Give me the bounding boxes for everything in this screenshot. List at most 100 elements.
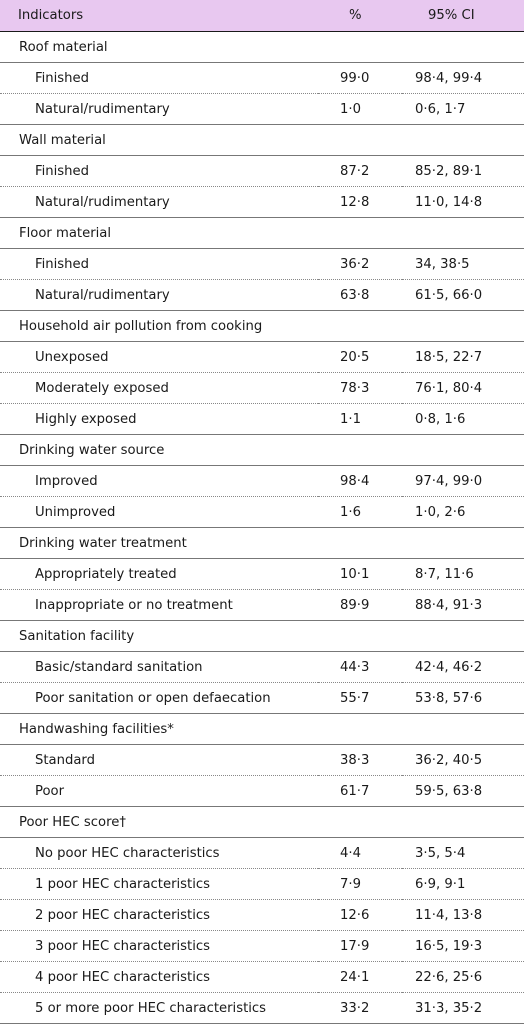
percent-value: 89·9 — [318, 589, 402, 621]
header-ci: 95% CI — [402, 0, 524, 32]
table-row: 2 poor HEC characteristics 12·6 11·4, 13·8 — [0, 899, 524, 931]
table-row: Highly exposed 1·1 0·8, 1·6 — [0, 403, 524, 435]
indicator-label: 2 poor HEC characteristics — [0, 899, 318, 931]
table-row: Appropriately treated 10·1 8·7, 11·6 — [0, 558, 524, 590]
indicator-label: 4 poor HEC characteristics — [0, 961, 318, 993]
table-row: 5 or more poor HEC characteristics 33·2 31… — [0, 992, 524, 1024]
category-label: Floor material — [0, 217, 524, 249]
table-row: 4 poor HEC characteristics 24·1 22·6, 25·6 — [0, 961, 524, 993]
ci-value: 97·4, 99·0 — [402, 465, 524, 497]
indicator-label: Natural/rudimentary — [0, 93, 318, 125]
percent-value: 38·3 — [318, 744, 402, 776]
indicator-label: No poor HEC characteristics — [0, 837, 318, 869]
table-body: Roof material Finished 99·0 98·4, 99·4 Natur… — [0, 31, 524, 1024]
ci-value: 59·5, 63·8 — [402, 775, 524, 807]
ci-value: 34, 38·5 — [402, 248, 524, 280]
category-row: Roof material — [0, 31, 524, 63]
ci-value: 22·6, 25·6 — [402, 961, 524, 993]
ci-value: 36·2, 40·5 — [402, 744, 524, 776]
percent-value: 33·2 — [318, 992, 402, 1024]
category-label: Handwashing facilities* — [0, 713, 524, 745]
percent-value: 24·1 — [318, 961, 402, 993]
percent-value: 1·0 — [318, 93, 402, 125]
table-row: Natural/rudimentary 63·8 61·5, 66·0 — [0, 279, 524, 311]
indicator-label: Poor — [0, 775, 318, 807]
category-row: Drinking water treatment — [0, 527, 524, 559]
percent-value: 17·9 — [318, 930, 402, 962]
ci-value: 0·8, 1·6 — [402, 403, 524, 435]
table-row: Poor 61·7 59·5, 63·8 — [0, 775, 524, 807]
category-label: Household air pollution from cooking — [0, 310, 524, 342]
percent-value: 1·1 — [318, 403, 402, 435]
indicator-label: Poor sanitation or open defaecation — [0, 682, 318, 714]
table-row: Unimproved 1·6 1·0, 2·6 — [0, 496, 524, 528]
percent-value: 61·7 — [318, 775, 402, 807]
percent-value: 78·3 — [318, 372, 402, 404]
table-row: Moderately exposed 78·3 76·1, 80·4 — [0, 372, 524, 404]
ci-value: 8·7, 11·6 — [402, 558, 524, 590]
table-row: Finished 87·2 85·2, 89·1 — [0, 155, 524, 187]
indicator-label: Natural/rudimentary — [0, 186, 318, 218]
ci-value: 6·9, 9·1 — [402, 868, 524, 900]
indicator-label: 3 poor HEC characteristics — [0, 930, 318, 962]
indicator-label: Finished — [0, 62, 318, 94]
indicator-label: Inappropriate or no treatment — [0, 589, 318, 621]
ci-value: 88·4, 91·3 — [402, 589, 524, 621]
category-row: Handwashing facilities* — [0, 713, 524, 745]
table-row: Standard 38·3 36·2, 40·5 — [0, 744, 524, 776]
indicator-label: Improved — [0, 465, 318, 497]
header-row: Indicators % 95% CI — [0, 0, 524, 32]
ci-value: 11·4, 13·8 — [402, 899, 524, 931]
ci-value: 85·2, 89·1 — [402, 155, 524, 187]
ci-value: 3·5, 5·4 — [402, 837, 524, 869]
category-label: Wall material — [0, 124, 524, 156]
table-row: Improved 98·4 97·4, 99·0 — [0, 465, 524, 497]
category-row: Household air pollution from cooking — [0, 310, 524, 342]
table-row: Basic/standard sanitation 44·3 42·4, 46·2 — [0, 651, 524, 683]
percent-value: 36·2 — [318, 248, 402, 280]
indicator-label: Basic/standard sanitation — [0, 651, 318, 683]
indicator-label: Unexposed — [0, 341, 318, 373]
indicator-label: Finished — [0, 155, 318, 187]
table-row: No poor HEC characteristics 4·4 3·5, 5·4 — [0, 837, 524, 869]
percent-value: 20·5 — [318, 341, 402, 373]
category-row: Floor material — [0, 217, 524, 249]
ci-value: 16·5, 19·3 — [402, 930, 524, 962]
ci-value: 31·3, 35·2 — [402, 992, 524, 1024]
indicator-label: Finished — [0, 248, 318, 280]
table-row: Unexposed 20·5 18·5, 22·7 — [0, 341, 524, 373]
category-label: Drinking water treatment — [0, 527, 524, 559]
category-row: Poor HEC score† — [0, 806, 524, 838]
table-row: Natural/rudimentary 1·0 0·6, 1·7 — [0, 93, 524, 125]
indicator-label: Moderately exposed — [0, 372, 318, 404]
ci-value: 61·5, 66·0 — [402, 279, 524, 311]
percent-value: 10·1 — [318, 558, 402, 590]
indicator-label: 1 poor HEC characteristics — [0, 868, 318, 900]
table-row: Finished 99·0 98·4, 99·4 — [0, 62, 524, 94]
ci-value: 98·4, 99·4 — [402, 62, 524, 94]
category-row: Wall material — [0, 124, 524, 156]
percent-value: 87·2 — [318, 155, 402, 187]
percent-value: 55·7 — [318, 682, 402, 714]
indicator-label: Appropriately treated — [0, 558, 318, 590]
header-percent: % — [318, 0, 402, 32]
ci-value: 76·1, 80·4 — [402, 372, 524, 404]
category-label: Roof material — [0, 31, 524, 63]
percent-value: 12·6 — [318, 899, 402, 931]
table-header: Indicators % 95% CI — [0, 0, 524, 32]
ci-value: 53·8, 57·6 — [402, 682, 524, 714]
category-row: Drinking water source — [0, 434, 524, 466]
table-row: Natural/rudimentary 12·8 11·0, 14·8 — [0, 186, 524, 218]
percent-value: 12·8 — [318, 186, 402, 218]
table-row: 1 poor HEC characteristics 7·9 6·9, 9·1 — [0, 868, 524, 900]
percent-value: 4·4 — [318, 837, 402, 869]
indicator-label: Natural/rudimentary — [0, 279, 318, 311]
table-row: Inappropriate or no treatment 89·9 88·4, 9… — [0, 589, 524, 621]
indicator-label: Standard — [0, 744, 318, 776]
indicator-label: Highly exposed — [0, 403, 318, 435]
percent-value: 7·9 — [318, 868, 402, 900]
table-row: Poor sanitation or open defaecation 55·7 5… — [0, 682, 524, 714]
percent-value: 44·3 — [318, 651, 402, 683]
ci-value: 0·6, 1·7 — [402, 93, 524, 125]
category-label: Sanitation facility — [0, 620, 524, 652]
